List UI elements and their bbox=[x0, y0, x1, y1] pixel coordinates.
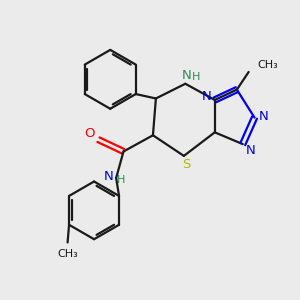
Text: N: N bbox=[246, 144, 256, 157]
Text: N: N bbox=[182, 69, 192, 82]
Text: CH₃: CH₃ bbox=[57, 249, 78, 259]
Text: N: N bbox=[259, 110, 268, 123]
Text: O: O bbox=[84, 127, 95, 140]
Text: H: H bbox=[117, 175, 126, 185]
Text: CH₃: CH₃ bbox=[257, 61, 278, 70]
Text: N: N bbox=[104, 170, 114, 183]
Text: H: H bbox=[192, 72, 201, 82]
Text: N: N bbox=[202, 91, 212, 103]
Text: S: S bbox=[183, 158, 191, 171]
